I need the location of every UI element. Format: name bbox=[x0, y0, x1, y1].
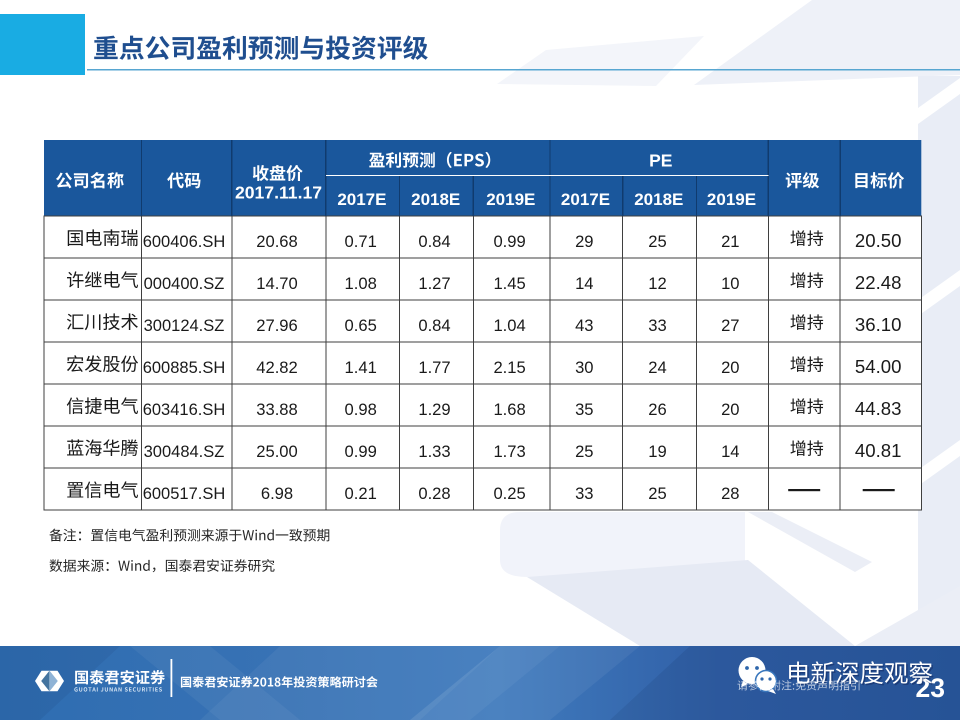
svg-text:0.98: 0.98 bbox=[345, 400, 377, 419]
svg-text:2018E: 2018E bbox=[411, 190, 460, 209]
svg-text:1.77: 1.77 bbox=[418, 358, 450, 377]
svg-text:27.96: 27.96 bbox=[256, 316, 298, 335]
svg-text:27: 27 bbox=[721, 316, 739, 335]
svg-text:2017E: 2017E bbox=[561, 190, 610, 209]
svg-text:14: 14 bbox=[721, 442, 739, 461]
svg-text:28: 28 bbox=[721, 484, 739, 503]
svg-text:29: 29 bbox=[575, 232, 593, 251]
svg-text:20.68: 20.68 bbox=[256, 232, 298, 251]
svg-text:10: 10 bbox=[721, 274, 739, 293]
svg-text:0.84: 0.84 bbox=[418, 232, 450, 251]
svg-text:600406.SH: 600406.SH bbox=[143, 233, 226, 251]
svg-text:2017E: 2017E bbox=[337, 190, 386, 209]
svg-text:20: 20 bbox=[721, 400, 739, 419]
svg-text:19: 19 bbox=[648, 442, 666, 461]
svg-text:26: 26 bbox=[648, 400, 666, 419]
svg-text:1.04: 1.04 bbox=[493, 316, 525, 335]
svg-text:600885.SH: 600885.SH bbox=[143, 359, 226, 377]
svg-text:1.29: 1.29 bbox=[418, 400, 450, 419]
svg-text:1.41: 1.41 bbox=[345, 358, 377, 377]
svg-text:600517.SH: 600517.SH bbox=[143, 485, 226, 503]
svg-text:42.82: 42.82 bbox=[256, 358, 298, 377]
svg-text:0.65: 0.65 bbox=[345, 316, 377, 335]
svg-text:24: 24 bbox=[648, 358, 666, 377]
svg-text:43: 43 bbox=[575, 316, 593, 335]
svg-text:2019E: 2019E bbox=[707, 190, 756, 209]
svg-text:1.27: 1.27 bbox=[418, 274, 450, 293]
svg-text:0.99: 0.99 bbox=[493, 232, 525, 251]
svg-text:20.50: 20.50 bbox=[855, 230, 902, 251]
svg-text:603416.SH: 603416.SH bbox=[143, 401, 226, 419]
svg-text:25.00: 25.00 bbox=[256, 442, 298, 461]
svg-text:2019E: 2019E bbox=[486, 190, 535, 209]
svg-text:12: 12 bbox=[648, 274, 666, 293]
svg-text:20: 20 bbox=[721, 358, 739, 377]
svg-text:25: 25 bbox=[648, 232, 666, 251]
svg-text:44.83: 44.83 bbox=[855, 398, 902, 419]
svg-text:33.88: 33.88 bbox=[256, 400, 298, 419]
svg-text:1.08: 1.08 bbox=[345, 274, 377, 293]
svg-text:2.15: 2.15 bbox=[493, 358, 525, 377]
svg-text:2017.11.17: 2017.11.17 bbox=[235, 183, 322, 203]
svg-text:0.25: 0.25 bbox=[493, 484, 525, 503]
svg-text:2018E: 2018E bbox=[634, 190, 683, 209]
svg-text:21: 21 bbox=[721, 232, 739, 251]
svg-text:14.70: 14.70 bbox=[256, 274, 298, 293]
svg-text:1.33: 1.33 bbox=[418, 442, 450, 461]
svg-text:0.99: 0.99 bbox=[345, 442, 377, 461]
svg-text:36.10: 36.10 bbox=[855, 314, 902, 335]
svg-text:0.84: 0.84 bbox=[418, 316, 450, 335]
svg-text:0.28: 0.28 bbox=[418, 484, 450, 503]
svg-text:54.00: 54.00 bbox=[855, 356, 902, 377]
svg-text:PE: PE bbox=[649, 151, 672, 171]
svg-text:000400.SZ: 000400.SZ bbox=[144, 275, 225, 293]
svg-text:1.45: 1.45 bbox=[493, 274, 525, 293]
svg-text:35: 35 bbox=[575, 400, 593, 419]
svg-text:40.81: 40.81 bbox=[855, 440, 902, 461]
svg-text:6.98: 6.98 bbox=[261, 484, 293, 503]
svg-text:0.21: 0.21 bbox=[345, 484, 377, 503]
svg-text:22.48: 22.48 bbox=[855, 272, 902, 293]
svg-text:1.73: 1.73 bbox=[493, 442, 525, 461]
svg-text:33: 33 bbox=[648, 316, 666, 335]
svg-text:14: 14 bbox=[575, 274, 593, 293]
svg-text:1.68: 1.68 bbox=[493, 400, 525, 419]
svg-text:300124.SZ: 300124.SZ bbox=[144, 317, 225, 335]
svg-text:25: 25 bbox=[575, 442, 593, 461]
svg-text:33: 33 bbox=[575, 484, 593, 503]
svg-text:30: 30 bbox=[575, 358, 593, 377]
svg-text:25: 25 bbox=[648, 484, 666, 503]
svg-text:0.71: 0.71 bbox=[345, 232, 377, 251]
svg-text:300484.SZ: 300484.SZ bbox=[144, 443, 225, 461]
